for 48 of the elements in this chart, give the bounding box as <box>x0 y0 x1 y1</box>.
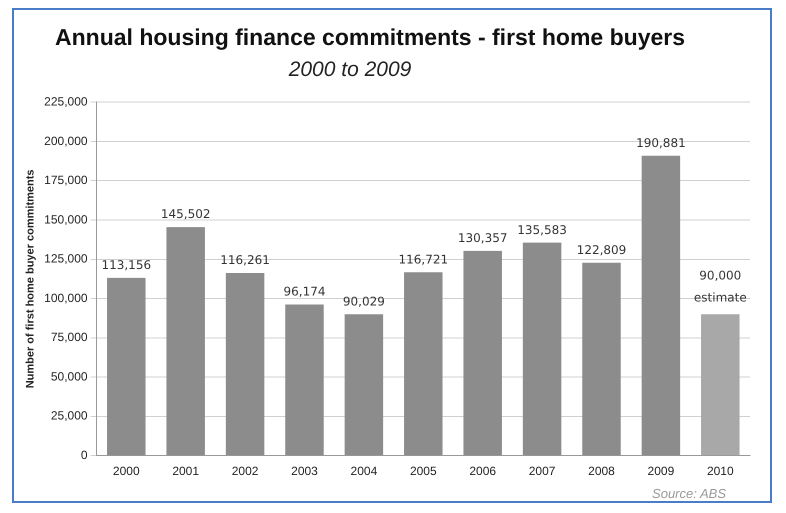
bar <box>404 272 443 456</box>
bar <box>463 250 502 456</box>
annotation: estimate <box>694 290 747 304</box>
y-axis-title: Number of first home buyer commitments <box>24 169 37 388</box>
y-tick-label: 225,000 <box>44 94 88 109</box>
x-tick-label: 2001 <box>172 464 200 478</box>
y-tick-label: 150,000 <box>44 212 88 226</box>
bar <box>344 314 384 456</box>
data-label: 116,721 <box>398 252 448 266</box>
x-tick-label: 2006 <box>469 464 496 478</box>
x-tick-label: 2000 <box>112 464 140 478</box>
data-label: 130,357 <box>458 230 508 245</box>
data-label: 113,156 <box>101 258 152 272</box>
x-tick-label: 2010 <box>706 464 734 478</box>
data-label: 190,881 <box>636 136 686 150</box>
x-tick-label: 2007 <box>528 464 556 478</box>
x-tick-label: 2003 <box>291 464 318 478</box>
bar <box>285 304 324 456</box>
bar <box>642 156 680 456</box>
y-tick-label: 50,000 <box>50 369 88 384</box>
chart-title: Annual housing finance commitments - first home buyers <box>54 24 686 51</box>
x-tick-label: 2004 <box>350 464 378 478</box>
y-tick-label: 200,000 <box>44 134 88 148</box>
y-tick-label: 25,000 <box>50 408 88 423</box>
y-tick-label: 125,000 <box>44 252 88 266</box>
bar <box>582 262 621 456</box>
source-note: Source: ABS <box>652 486 726 501</box>
bar <box>701 314 740 456</box>
data-label: 145,502 <box>160 207 210 222</box>
data-label: 90,000 <box>699 268 742 282</box>
bar <box>107 278 146 456</box>
x-tick-label: 2002 <box>232 464 259 478</box>
data-label: 135,583 <box>517 222 567 237</box>
y-tick-label: 100,000 <box>44 290 88 305</box>
y-tick-label: 175,000 <box>44 173 88 188</box>
y-tick-label: 0 <box>80 448 88 462</box>
y-tick-label: 75,000 <box>50 330 88 344</box>
x-tick-label: 2009 <box>648 464 675 478</box>
data-label: 116,261 <box>220 253 270 268</box>
x-tick-label: 2005 <box>410 464 437 478</box>
data-label: 122,809 <box>576 242 626 257</box>
chart-subtitle: 2000 to 2009 <box>288 58 412 82</box>
x-tick-label: 2008 <box>588 464 616 478</box>
bar <box>522 242 562 456</box>
data-label: 90,029 <box>342 294 385 308</box>
bar <box>166 227 205 456</box>
bar <box>226 272 264 456</box>
data-label: 96,174 <box>283 284 326 299</box>
